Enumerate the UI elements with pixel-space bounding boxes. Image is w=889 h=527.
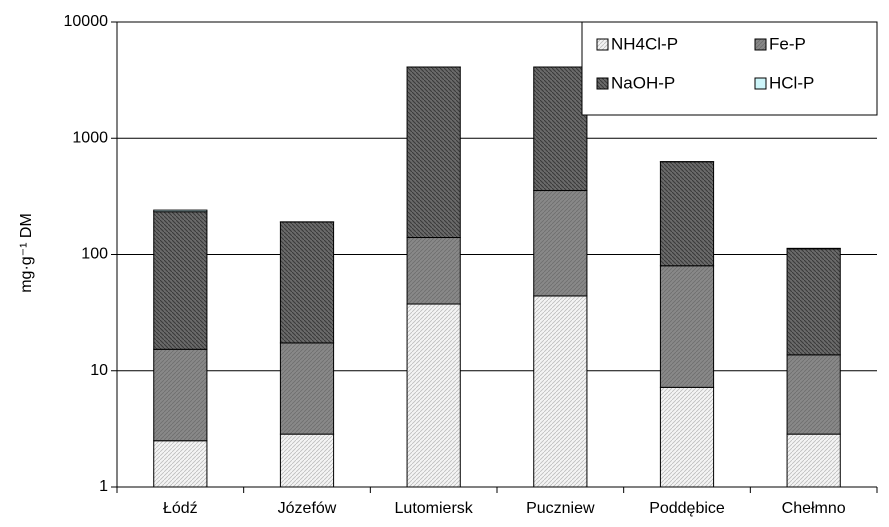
bar-podd-bice-naoh-p (659, 161, 715, 267)
bars (153, 66, 841, 488)
bar-d-fe-p (153, 348, 208, 442)
legend-label-hcl-p: HCl-P (769, 73, 814, 92)
y-tick-label-100: 100 (81, 246, 108, 263)
x-tick-label-lutomiersk: Lutomiersk (395, 500, 474, 517)
bar-d-hcl-p (153, 209, 208, 213)
legend-label-fe-p: Fe-P (769, 34, 806, 53)
legend-label-nh4cl-p: NH4Cl-P (611, 34, 678, 53)
legend-swatch-nh4cl-p (596, 38, 609, 51)
bar-puczniew-nh4cl-p (533, 295, 588, 488)
y-tick-label-1000: 1000 (72, 129, 108, 146)
x-tick-label-puczniew: Puczniew (526, 500, 595, 517)
bar-d-naoh-p (153, 211, 208, 350)
bar-lutomiersk-fe-p (406, 237, 461, 305)
bar-d-nh4cl-p (153, 440, 208, 488)
y-tick-label-1: 1 (99, 478, 108, 495)
bar-puczniew-naoh-p (533, 66, 588, 192)
bar-lutomiersk-nh4cl-p (406, 303, 461, 488)
bar-podd-bice-nh4cl-p (659, 386, 715, 488)
x-tick-labels: Łódź Józefów Lutomiersk Puczniew Poddębice Ch… (163, 500, 846, 517)
bar-che-mno-nh4cl-p (786, 433, 841, 488)
x-tick-label-d: Łódź (163, 500, 198, 517)
y-axis-label: mg·g⁻¹ DM (18, 213, 35, 293)
bar-lutomiersk-naoh-p (406, 66, 461, 239)
y-tick-label-10000: 10000 (64, 13, 109, 30)
axes (111, 21, 878, 493)
x-tick-label-j-zef-w: Józefów (278, 500, 337, 517)
legend: NH4Cl-P Fe-P NaOH-P HCl-P (581, 21, 878, 116)
bar-j-zef-w-nh4cl-p (279, 433, 335, 488)
legend-swatch-fe-p (754, 38, 767, 51)
legend-swatch-hcl-p (754, 77, 767, 90)
bar-che-mno-fe-p (786, 354, 841, 435)
bar-j-zef-w-naoh-p (279, 221, 335, 344)
bar-j-zef-w-fe-p (279, 342, 335, 435)
x-tick-label-che-mno: Chełmno (782, 500, 846, 517)
legend-swatch-naoh-p (596, 77, 609, 90)
bar-puczniew-fe-p (533, 190, 588, 297)
legend-label-naoh-p: NaOH-P (611, 73, 675, 92)
bar-che-mno-naoh-p (786, 248, 841, 356)
legend-box (581, 21, 878, 116)
y-tick-labels: 1 10 100 1000 10000 (64, 13, 109, 495)
y-tick-label-10: 10 (90, 362, 108, 379)
bar-podd-bice-fe-p (659, 265, 715, 388)
x-tick-label-podd-bice: Poddębice (649, 500, 725, 517)
